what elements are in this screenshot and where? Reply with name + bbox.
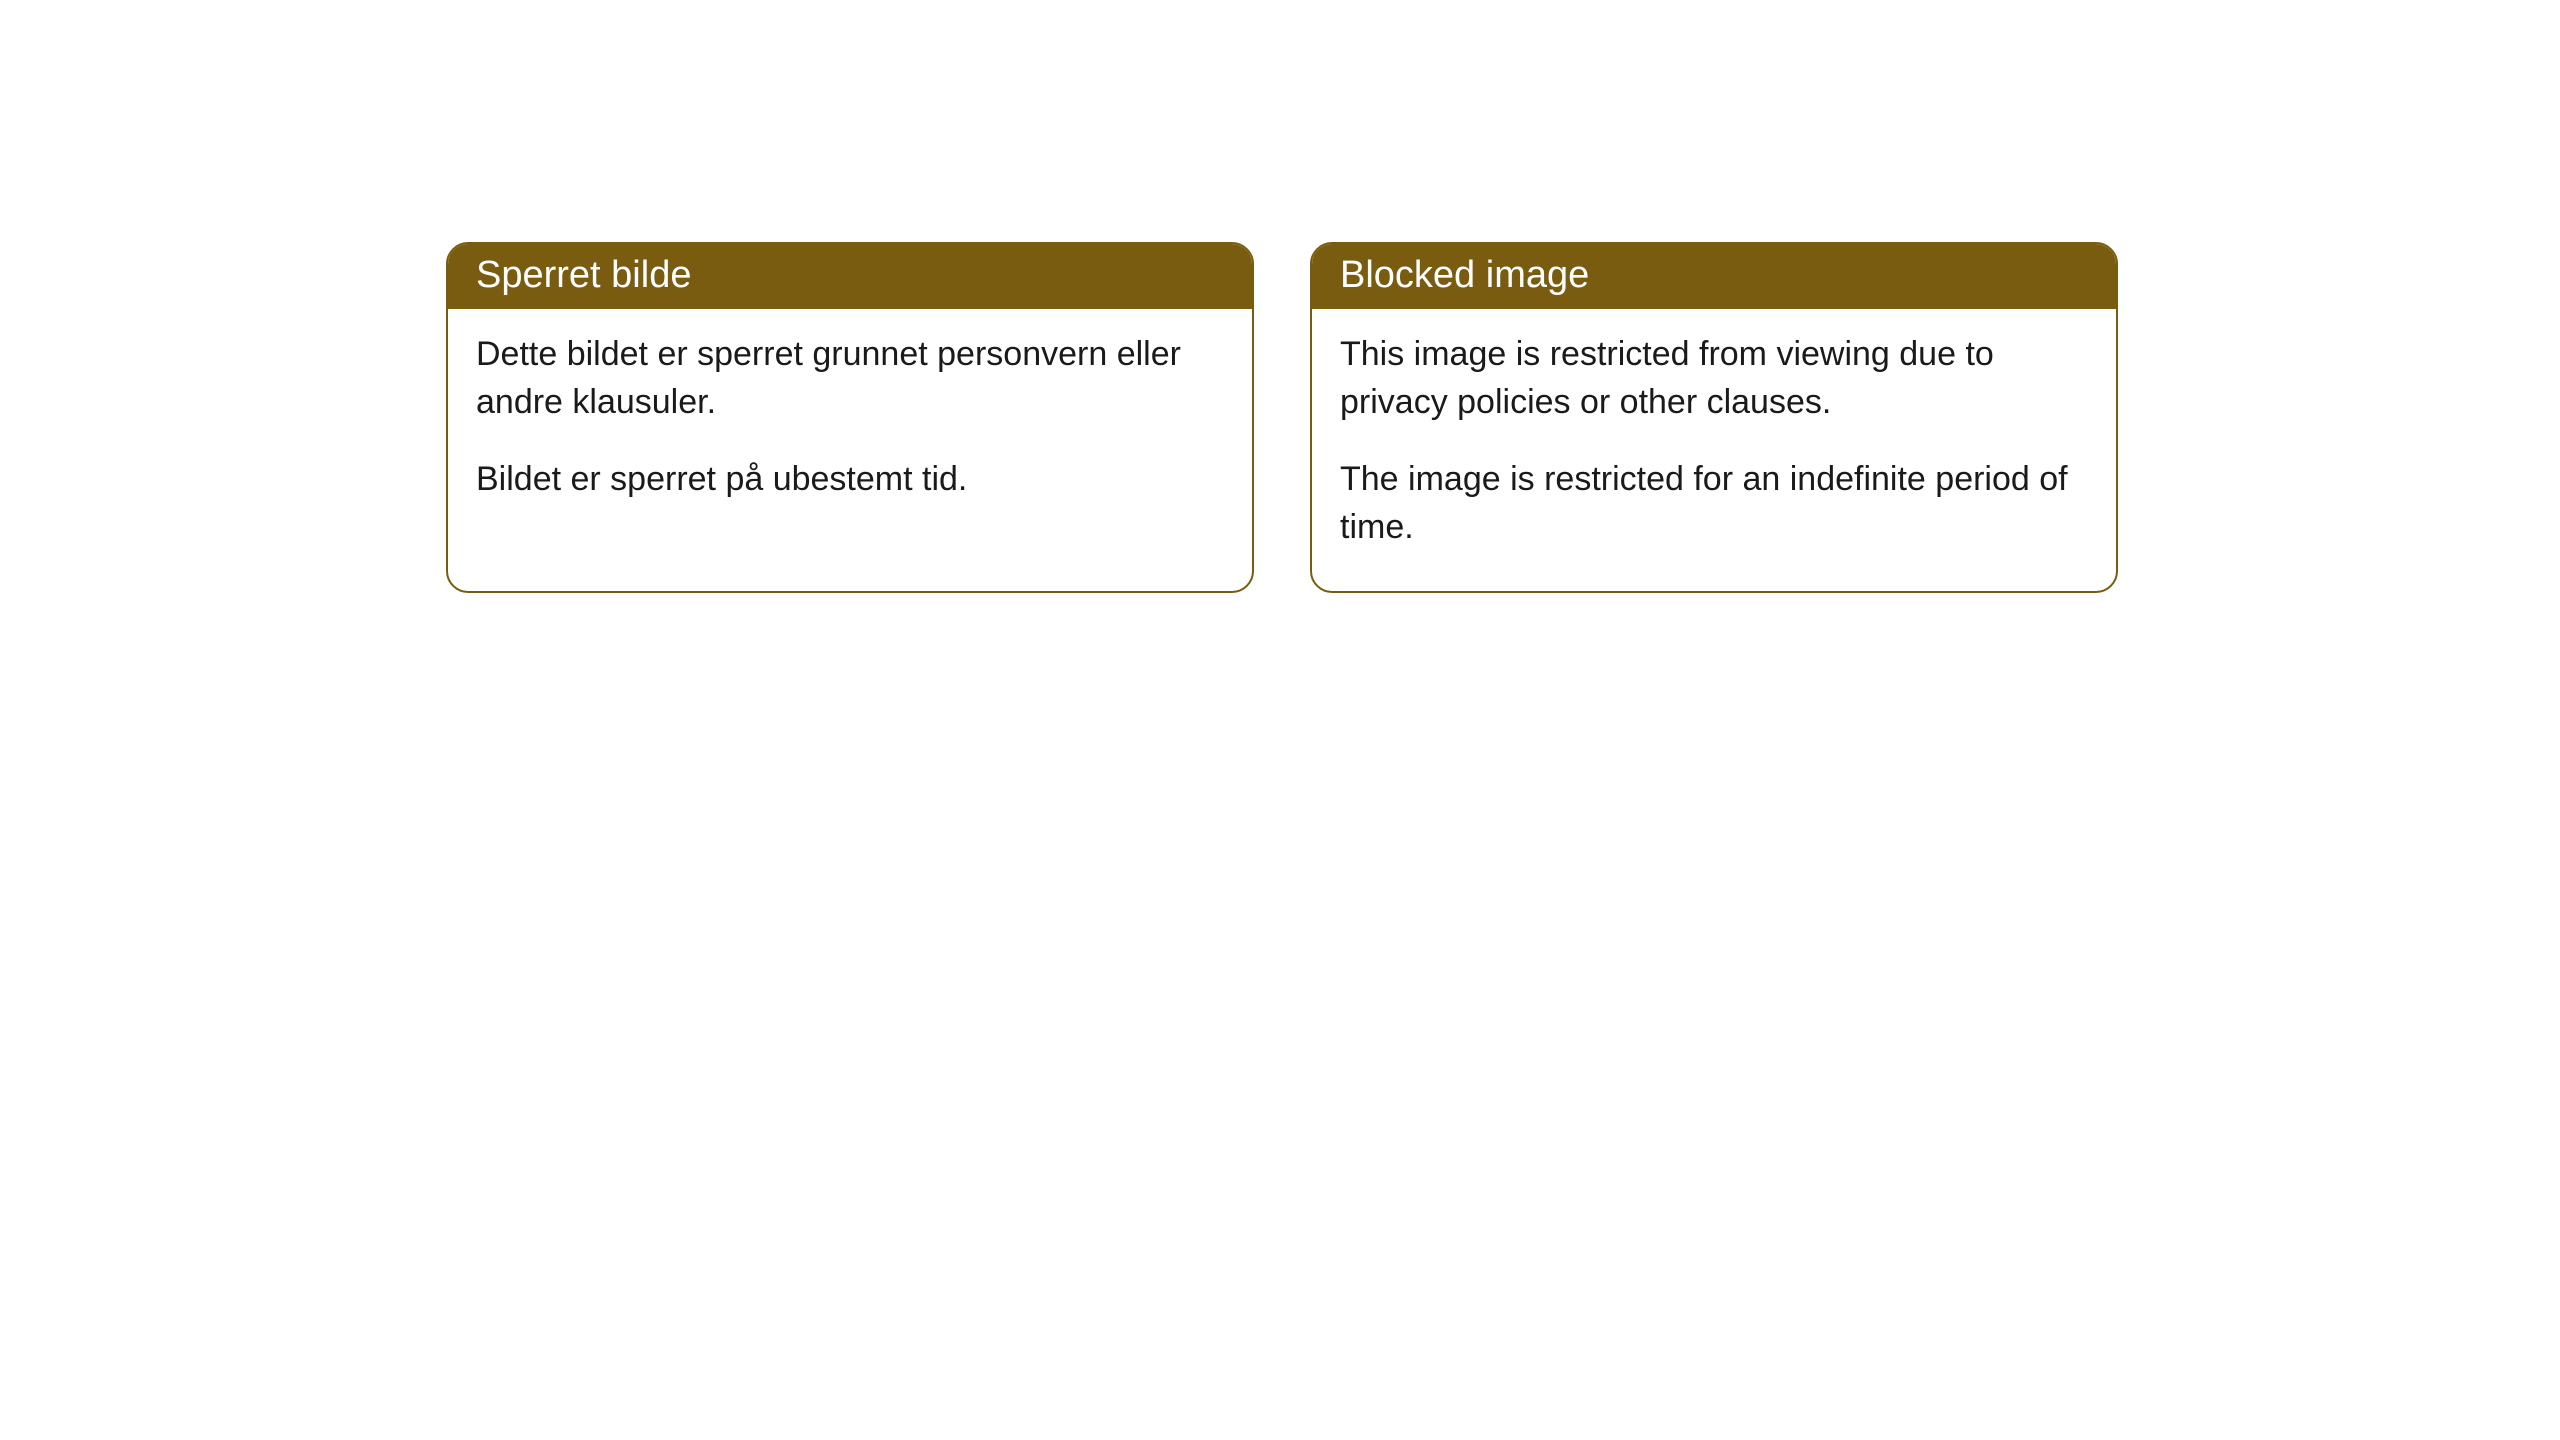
card-header: Sperret bilde: [448, 244, 1252, 309]
card-paragraph: The image is restricted for an indefinit…: [1340, 456, 2088, 551]
card-header: Blocked image: [1312, 244, 2116, 309]
card-paragraph: This image is restricted from viewing du…: [1340, 331, 2088, 426]
card-body: Dette bildet er sperret grunnet personve…: [448, 309, 1252, 544]
card-paragraph: Dette bildet er sperret grunnet personve…: [476, 331, 1224, 426]
blocked-image-card-en: Blocked image This image is restricted f…: [1310, 242, 2118, 593]
card-body: This image is restricted from viewing du…: [1312, 309, 2116, 591]
notice-container: Sperret bilde Dette bildet er sperret gr…: [446, 242, 2118, 593]
blocked-image-card-no: Sperret bilde Dette bildet er sperret gr…: [446, 242, 1254, 593]
card-paragraph: Bildet er sperret på ubestemt tid.: [476, 456, 1224, 504]
